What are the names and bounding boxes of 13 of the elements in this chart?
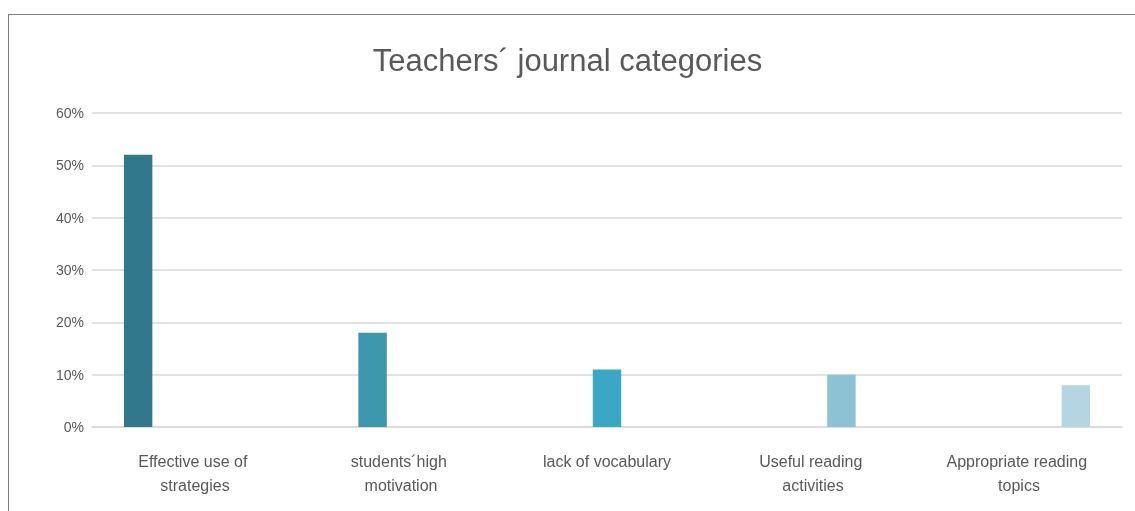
- y-tick-label: 40%: [55, 209, 84, 226]
- chart-title: Teachers´ journal categories: [372, 43, 763, 78]
- y-tick-label: 10%: [55, 366, 84, 383]
- x-tick-label: Appropriate reading topics: [946, 452, 1092, 494]
- y-tick-label: 50%: [55, 157, 84, 174]
- x-tick-label: Useful reading activities: [759, 452, 867, 494]
- x-tick-label: students´high motivation: [350, 452, 452, 494]
- y-tick-label: 60%: [55, 105, 84, 121]
- x-tick-label: lack of vocabulary: [542, 452, 672, 470]
- x-tick-label: Effective use of strategies: [138, 452, 252, 494]
- y-tick-label: 0%: [63, 419, 84, 435]
- y-tick-label: 30%: [55, 262, 84, 278]
- y-tick-label: 20%: [55, 314, 84, 331]
